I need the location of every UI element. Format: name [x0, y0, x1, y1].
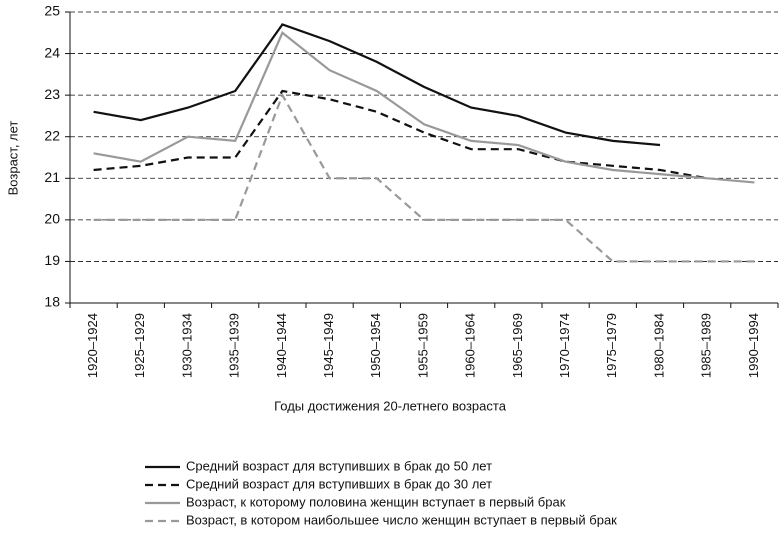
series-line — [93, 23, 661, 147]
x-tick-label: 1925–1929 — [132, 313, 147, 378]
legend-label: Возраст, в котором наибольшее число женщ… — [186, 512, 617, 527]
x-tick-label: 1960–1964 — [463, 313, 478, 378]
x-tick-label: 1930–1934 — [179, 313, 194, 378]
y-tick-label: 18 — [44, 294, 60, 310]
y-tick-label: 24 — [44, 44, 60, 60]
legend-label: Возраст, к которому половина женщин всту… — [186, 494, 566, 509]
x-axis-label: Годы достижения 20-летнего возраста — [274, 398, 507, 413]
x-tick-label: 1955–1959 — [415, 313, 430, 378]
x-tick-label: 1945–1949 — [321, 313, 336, 378]
series-line — [93, 92, 755, 263]
y-tick-label: 23 — [44, 86, 60, 102]
series-line — [93, 31, 755, 184]
x-tick-label: 1940–1944 — [274, 313, 289, 378]
y-tick-label: 22 — [44, 127, 60, 143]
x-tick-label: 1965–1969 — [510, 313, 525, 378]
series-line — [93, 89, 708, 180]
y-tick-label: 21 — [44, 169, 60, 185]
x-tick-label: 1985–1989 — [699, 313, 714, 378]
x-tick-label: 1950–1954 — [368, 313, 383, 378]
x-tick-label: 1920–1924 — [85, 313, 100, 378]
y-tick-label: 19 — [44, 252, 60, 268]
x-tick-label: 1980–1984 — [651, 313, 666, 378]
x-tick-label: 1990–1994 — [746, 313, 761, 378]
x-tick-label: 1970–1974 — [557, 313, 572, 378]
x-tick-label: 1935–1939 — [227, 313, 242, 378]
y-tick-label: 25 — [44, 3, 60, 19]
y-tick-label: 20 — [44, 211, 60, 227]
legend-label: Средний возраст для вступивших в брак до… — [186, 458, 492, 473]
x-tick-label: 1975–1979 — [604, 313, 619, 378]
legend-label: Средний возраст для вступивших в брак до… — [186, 476, 492, 491]
y-axis-label: Возраст, лет — [5, 121, 20, 196]
